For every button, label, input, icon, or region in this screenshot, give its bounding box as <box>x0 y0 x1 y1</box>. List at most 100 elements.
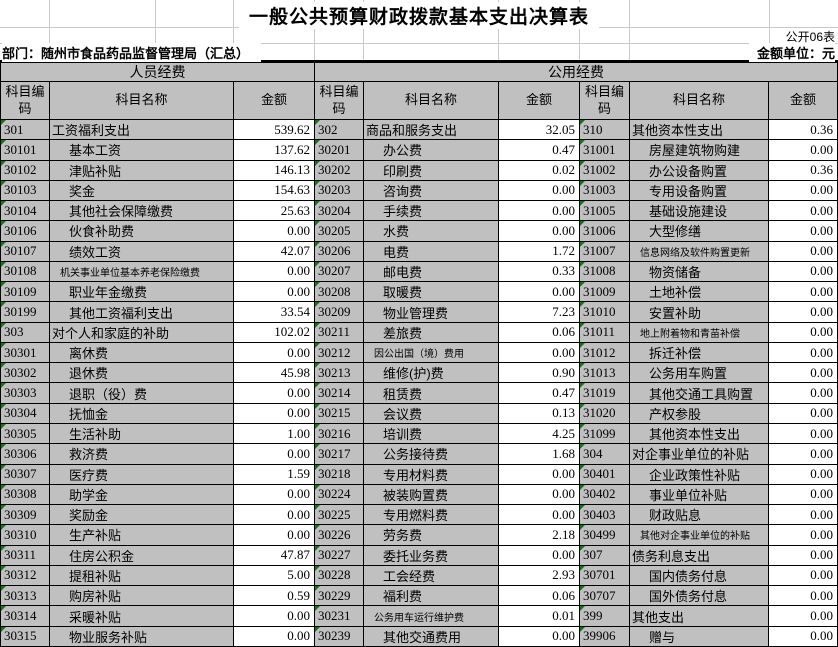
cell-amount[interactable]: 0.00 <box>769 383 838 404</box>
cell-amount[interactable]: 5.00 <box>234 565 315 587</box>
cell-amount[interactable]: 0.00 <box>769 565 838 587</box>
cell-amount[interactable]: 0.00 <box>234 484 315 506</box>
cell-subject-code[interactable]: 30218 <box>315 464 364 485</box>
cell-subject-name[interactable]: 产权参股 <box>630 403 769 424</box>
cell-subject-name[interactable]: 拆迁补偿 <box>630 342 769 364</box>
cell-amount[interactable]: 0.00 <box>234 261 315 283</box>
cell-amount[interactable]: 0.00 <box>499 545 580 566</box>
cell-amount[interactable]: 0.00 <box>499 180 580 202</box>
cell-amount[interactable]: 42.07 <box>234 241 315 262</box>
cell-subject-code[interactable]: 30214 <box>315 383 364 404</box>
cell-subject-name[interactable]: 其他资本性支出 <box>630 423 769 445</box>
cell-subject-name[interactable]: 债务利息支出 <box>630 545 769 566</box>
cell-subject-code[interactable]: 31011 <box>580 322 630 343</box>
cell-amount[interactable]: 0.00 <box>769 525 838 546</box>
cell-subject-code[interactable]: 30315 <box>1 626 50 647</box>
group-header-personnel-funds[interactable]: 人员经费 <box>1 63 315 82</box>
cell-subject-name[interactable]: 住房公积金 <box>50 545 234 566</box>
cell-subject-code[interactable]: 30103 <box>1 180 50 202</box>
cell-amount[interactable]: 0.00 <box>769 505 838 526</box>
cell-amount[interactable]: 0.00 <box>769 221 838 242</box>
cell-subject-code[interactable]: 30209 <box>315 302 364 323</box>
cell-subject-name[interactable]: 办公设备购置 <box>630 160 769 181</box>
cell-subject-name[interactable]: 其他社会保障缴费 <box>50 201 234 222</box>
cell-subject-code[interactable]: 31006 <box>580 221 630 242</box>
cell-amount[interactable]: 154.63 <box>234 180 315 202</box>
cell-amount[interactable]: 0.02 <box>499 160 580 181</box>
cell-amount[interactable]: 1.59 <box>234 464 315 485</box>
cell-amount[interactable]: 0.00 <box>499 464 580 485</box>
cell-amount[interactable]: 33.54 <box>234 302 315 323</box>
cell-amount[interactable]: 0.00 <box>769 545 838 566</box>
cell-subject-name[interactable]: 地上附着物和青苗补偿 <box>630 322 769 343</box>
cell-subject-code[interactable]: 304 <box>580 444 630 465</box>
cell-amount[interactable]: 0.00 <box>769 464 838 485</box>
cell-subject-code[interactable]: 30313 <box>1 586 50 607</box>
column-header-subject-code[interactable]: 科目编码 <box>315 82 364 120</box>
cell-amount[interactable]: 0.00 <box>769 444 838 465</box>
cell-subject-name[interactable]: 生产补贴 <box>50 525 234 546</box>
cell-amount[interactable]: 0.00 <box>769 201 838 222</box>
cell-amount[interactable]: 2.18 <box>499 525 580 546</box>
cell-subject-code[interactable]: 30226 <box>315 525 364 546</box>
cell-amount[interactable]: 45.98 <box>234 363 315 384</box>
cell-subject-code[interactable]: 30224 <box>315 484 364 506</box>
cell-amount[interactable]: 1.72 <box>499 241 580 262</box>
cell-subject-name[interactable]: 工会经费 <box>364 565 499 587</box>
column-header-subject-name[interactable]: 科目名称 <box>50 82 234 120</box>
cell-subject-name[interactable]: 土地补偿 <box>630 282 769 303</box>
cell-subject-name[interactable]: 物资储备 <box>630 261 769 283</box>
cell-subject-name[interactable]: 信息网络及软件购置更新 <box>630 241 769 262</box>
cell-subject-code[interactable]: 31008 <box>580 261 630 283</box>
cell-subject-code[interactable]: 30302 <box>1 363 50 384</box>
cell-subject-code[interactable]: 30310 <box>1 525 50 546</box>
cell-subject-code[interactable]: 30239 <box>315 626 364 647</box>
cell-subject-code[interactable]: 30402 <box>580 484 630 506</box>
cell-amount[interactable]: 0.36 <box>769 160 838 181</box>
cell-subject-code[interactable]: 301 <box>1 120 50 141</box>
cell-amount[interactable]: 0.00 <box>499 484 580 506</box>
cell-subject-name[interactable]: 其他工资福利支出 <box>50 302 234 323</box>
cell-subject-name[interactable]: 基础设施建设 <box>630 201 769 222</box>
cell-subject-code[interactable]: 30217 <box>315 444 364 465</box>
cell-amount[interactable]: 0.06 <box>499 586 580 607</box>
cell-amount[interactable]: 0.00 <box>499 282 580 303</box>
cell-subject-name[interactable]: 因公出国（境）费用 <box>364 342 499 364</box>
cell-subject-code[interactable]: 30403 <box>580 505 630 526</box>
cell-amount[interactable]: 0.00 <box>234 342 315 364</box>
cell-subject-name[interactable]: 物业管理费 <box>364 302 499 323</box>
cell-amount[interactable]: 1.68 <box>499 444 580 465</box>
cell-subject-code[interactable]: 31012 <box>580 342 630 364</box>
cell-subject-code[interactable]: 30207 <box>315 261 364 283</box>
cell-amount[interactable]: 0.00 <box>499 626 580 647</box>
cell-amount[interactable]: 0.00 <box>769 322 838 343</box>
cell-subject-name[interactable]: 委托业务费 <box>364 545 499 566</box>
cell-subject-code[interactable]: 30106 <box>1 221 50 242</box>
cell-amount[interactable]: 0.59 <box>234 586 315 607</box>
cell-subject-code[interactable]: 30205 <box>315 221 364 242</box>
cell-subject-name[interactable]: 咨询费 <box>364 180 499 202</box>
cell-subject-name[interactable]: 救济费 <box>50 444 234 465</box>
cell-subject-name[interactable]: 专用设备购置 <box>630 180 769 202</box>
cell-amount[interactable]: 0.90 <box>499 363 580 384</box>
cell-subject-code[interactable]: 30204 <box>315 201 364 222</box>
cell-subject-name[interactable]: 奖金 <box>50 180 234 202</box>
cell-subject-name[interactable]: 退职（役）费 <box>50 383 234 404</box>
cell-subject-code[interactable]: 30401 <box>580 464 630 485</box>
cell-subject-code[interactable]: 31002 <box>580 160 630 181</box>
cell-subject-code[interactable]: 31019 <box>580 383 630 404</box>
cell-amount[interactable]: 0.00 <box>769 282 838 303</box>
cell-amount[interactable]: 0.00 <box>769 261 838 283</box>
cell-amount[interactable]: 0.00 <box>234 383 315 404</box>
cell-subject-name[interactable]: 助学金 <box>50 484 234 506</box>
cell-amount[interactable]: 32.05 <box>499 120 580 141</box>
cell-subject-name[interactable]: 机关事业单位基本养老保险缴费 <box>50 261 234 283</box>
cell-amount[interactable]: 0.33 <box>499 261 580 283</box>
cell-amount[interactable]: 137.62 <box>234 140 315 161</box>
cell-subject-name[interactable]: 其他对企事业单位的补贴 <box>630 525 769 546</box>
cell-subject-name[interactable]: 抚恤金 <box>50 403 234 424</box>
cell-amount[interactable]: 0.36 <box>769 120 838 141</box>
cell-subject-code[interactable]: 30314 <box>1 606 50 627</box>
cell-amount[interactable]: 0.00 <box>234 606 315 627</box>
cell-amount[interactable]: 0.00 <box>769 363 838 384</box>
